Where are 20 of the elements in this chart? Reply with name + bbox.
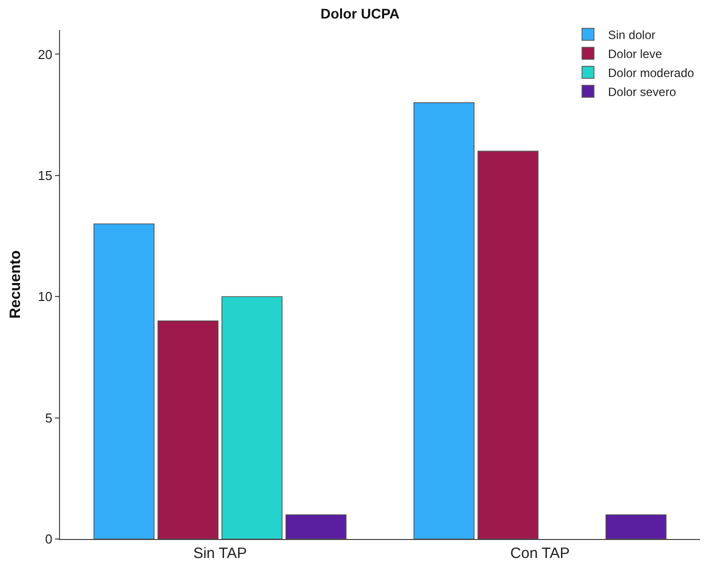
bar	[158, 320, 218, 539]
y-tick-label: 0	[45, 532, 52, 547]
legend-label: Dolor severo	[608, 85, 676, 99]
x-tick-label: Con TAP	[510, 545, 570, 562]
y-tick-label: 10	[38, 289, 52, 304]
bar	[222, 296, 282, 539]
y-axis-title: Recuento	[7, 250, 24, 319]
legend-label: Sin dolor	[608, 28, 656, 42]
x-tick-label: Sin TAP	[193, 545, 247, 562]
legend-label: Dolor moderado	[608, 66, 694, 80]
legend-label: Dolor leve	[608, 47, 662, 61]
bar	[478, 150, 538, 539]
y-tick-label: 5	[45, 410, 52, 426]
bar	[414, 102, 474, 539]
bar	[606, 514, 666, 539]
bar	[94, 224, 154, 539]
y-tick-label: 20	[38, 46, 52, 62]
y-tick-label: 15	[38, 168, 52, 183]
chart-title: Dolor UCPA	[320, 5, 400, 22]
bar	[286, 514, 346, 539]
